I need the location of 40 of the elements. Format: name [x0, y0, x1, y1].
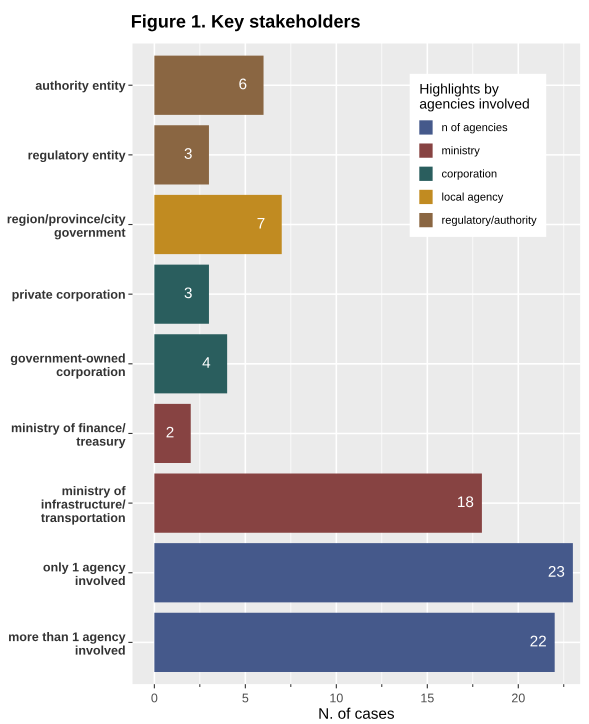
data-label: 6: [239, 78, 246, 90]
bar: [154, 125, 209, 184]
data-label: 18: [458, 496, 474, 508]
data-label: 7: [258, 218, 264, 228]
bar: [154, 474, 482, 533]
legend-label: ministry: [442, 146, 480, 157]
bar: [154, 334, 228, 394]
y-tick-label: ministry of finance/ treasury: [12, 423, 126, 448]
bar: [154, 194, 282, 254]
x-tick-label: 20: [512, 694, 525, 702]
legend-label: n of agencies: [442, 123, 508, 134]
data-label: 3: [184, 287, 192, 298]
x-tick-label: 15: [421, 694, 434, 702]
y-tick-label: regulatory entity: [28, 150, 126, 162]
data-label: 23: [548, 566, 564, 577]
y-tick-label: authority entity: [36, 80, 126, 92]
x-tick-label: 10: [330, 694, 343, 702]
x-tick-label: 0: [151, 694, 158, 702]
bar: [154, 264, 209, 324]
bar: [154, 56, 264, 115]
y-tick-label: government-owned corporation: [10, 353, 125, 379]
legend-label: local agency: [442, 192, 504, 203]
y-tick-label: more than 1 agency involved: [9, 632, 126, 655]
data-label: 4: [202, 357, 210, 368]
bar: [154, 404, 191, 464]
data-label: 22: [530, 636, 546, 646]
data-label: 3: [184, 148, 192, 159]
y-tick-label: region/province/city government: [8, 214, 126, 240]
y-tick-label: private corporation: [12, 290, 125, 302]
y-tick-label: only 1 agency involved: [43, 562, 126, 586]
bar: [154, 543, 573, 602]
legend-label: corporation: [442, 169, 496, 180]
x-tick-label: 5: [242, 694, 248, 702]
y-tick-label: ministry of infrastructure/ transportation: [41, 486, 126, 525]
legend-title: Highlights by agencies involved: [420, 84, 529, 112]
x-axis-title: N. of cases: [319, 708, 394, 719]
data-label: 2: [166, 426, 174, 438]
bar: [154, 612, 555, 672]
legend-label: regulatory/authority: [442, 216, 537, 226]
chart-title: Figure 1. Key stakeholders: [132, 14, 360, 32]
